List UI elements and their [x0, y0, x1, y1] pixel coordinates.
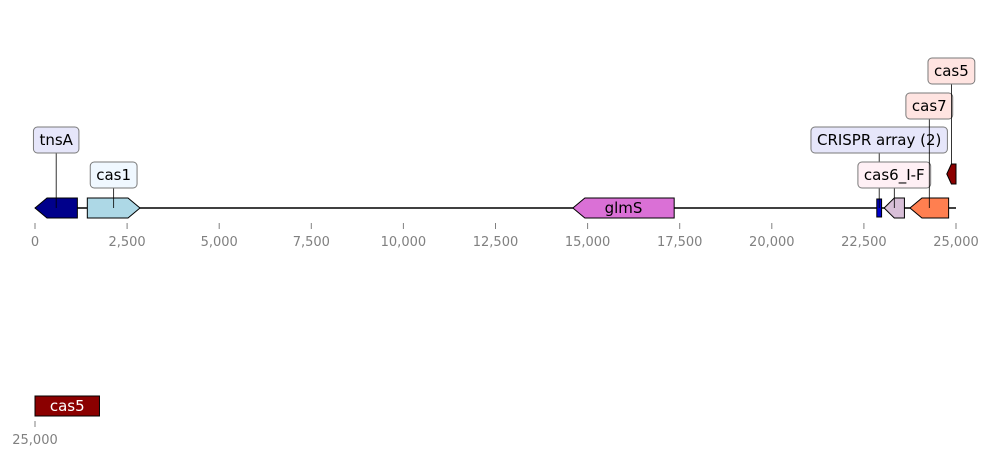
axis-tick-label: 17,500 — [657, 235, 703, 250]
feature-label-tnsA: tnsA — [39, 131, 73, 149]
label-box-cas5a — [927, 57, 976, 85]
genome-track-main: 0 2,500 5,000 7,500 10,000 12,500 15,000 17,500… — [31, 57, 979, 250]
feature-label-cas7: cas7 — [912, 97, 947, 115]
axis-tick-label: 7,500 — [293, 235, 330, 250]
axis-tick-label: 25,000 — [12, 433, 58, 448]
feature-label-cas6: cas6_I-F — [864, 166, 925, 185]
axis-tick-label: 2,500 — [108, 235, 145, 250]
axis-tick-label: 22,500 — [841, 235, 887, 250]
axis-tick-label: 0 — [31, 235, 39, 250]
axis-tick-label: 10,000 — [381, 235, 427, 250]
label-box-cas1 — [89, 161, 138, 189]
feature-label-cas1: cas1 — [96, 166, 131, 184]
feature-glmS — [572, 197, 675, 219]
feature-label-cas5a: cas5 — [934, 62, 969, 80]
axis-tick-label: 25,000 — [933, 235, 979, 250]
label-box-tnsA — [32, 126, 80, 154]
axis-tick-label: 20,000 — [749, 235, 795, 250]
axis-tick-label: 5,000 — [201, 235, 238, 250]
feature-label-crispr: CRISPR array (2) — [817, 131, 941, 149]
feature-cas5a — [946, 163, 957, 185]
axis-tick-label: 15,000 — [565, 235, 611, 250]
axis-tick-label: 12,500 — [473, 235, 519, 250]
label-box-crispr — [810, 126, 948, 154]
genome-track-secondary: 25,000 cas5 — [12, 395, 100, 448]
feature-label-glmS: glmS — [605, 199, 643, 217]
feature-cas5b — [34, 395, 100, 417]
label-box-cas6 — [857, 161, 932, 189]
feature-label-cas5b: cas5 — [50, 397, 85, 415]
label-box-cas7 — [905, 92, 954, 120]
